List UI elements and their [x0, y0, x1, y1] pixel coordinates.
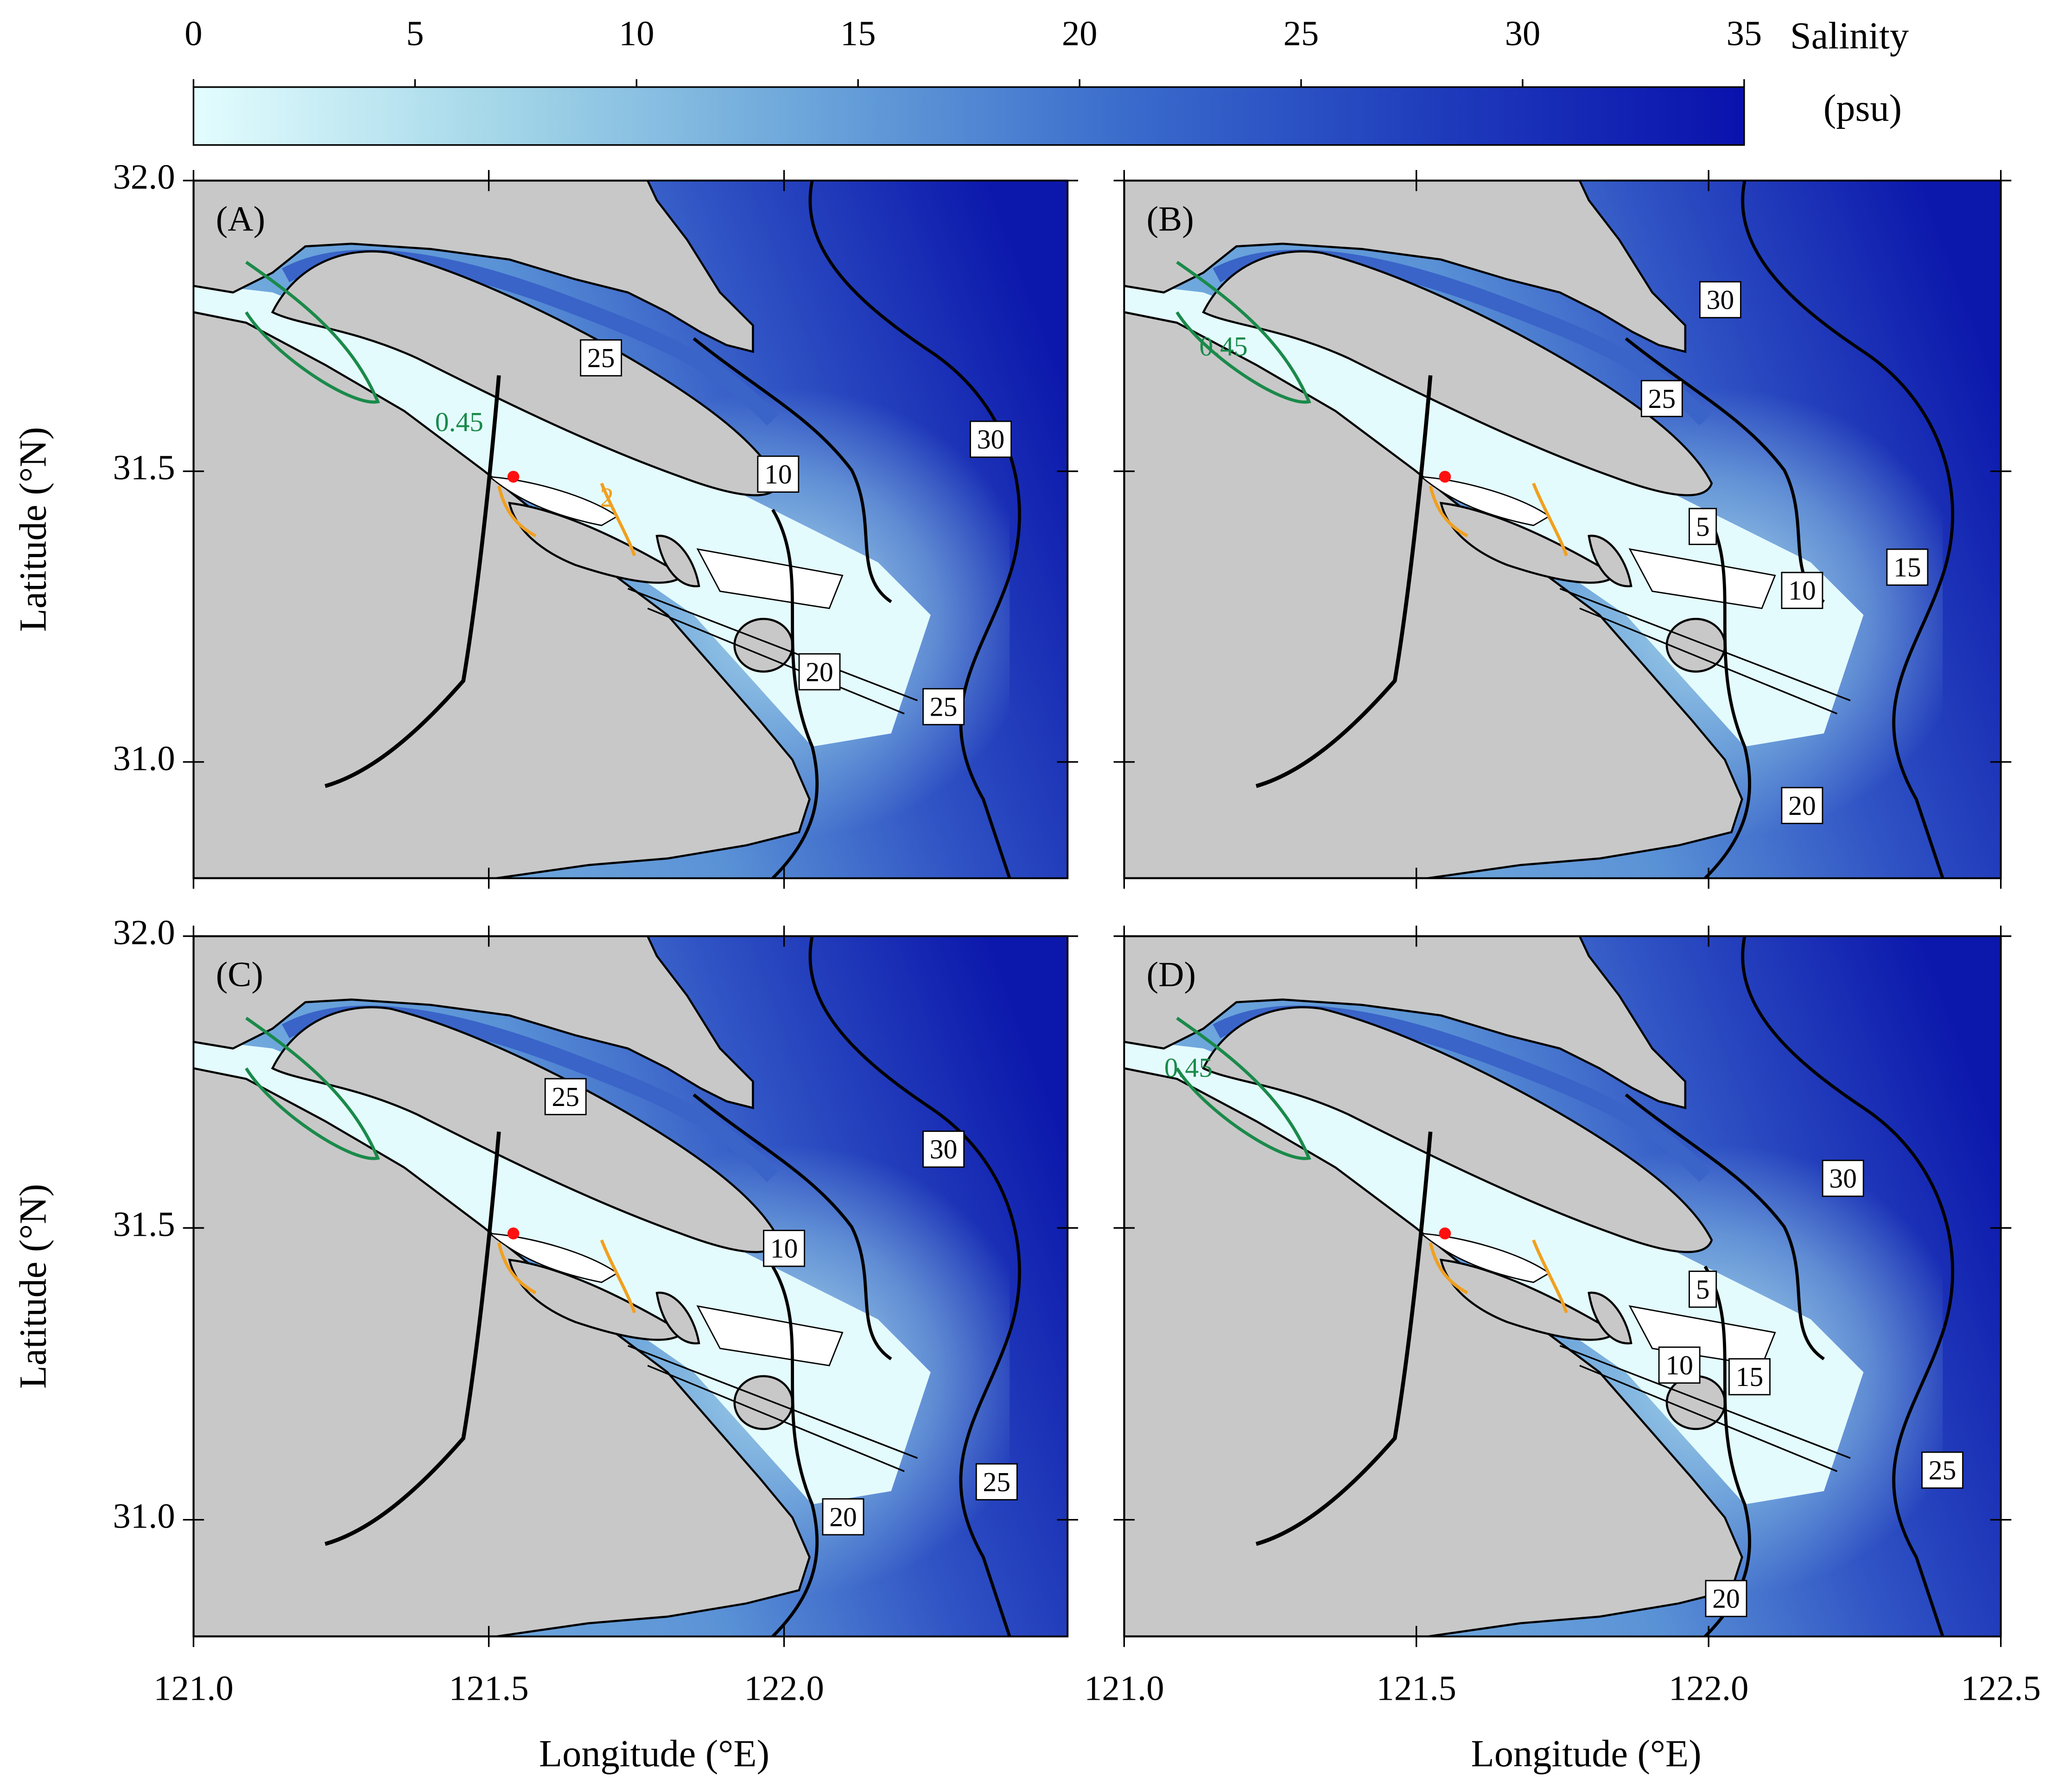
contour-label-box	[1781, 787, 1823, 824]
colorbar	[192, 86, 1745, 146]
panel-label: (C)	[216, 955, 263, 994]
contour-label: 15	[1736, 1361, 1764, 1392]
map	[193, 936, 1067, 1637]
contour-label-box	[763, 1230, 806, 1267]
contour-label-box	[1921, 1451, 1964, 1489]
y-axis-title: Latitude (°N)	[12, 427, 54, 632]
colorbar-tick-label: 5	[406, 14, 424, 53]
contour-label-box	[975, 1463, 1018, 1500]
y-tick-label: 31.5	[113, 448, 175, 487]
colorbar-tick-label: 35	[1727, 14, 1762, 53]
contour-label-box	[580, 339, 622, 377]
x-axis-title: Longitude (°E)	[1471, 1733, 1702, 1775]
x-tick-label: 121.5	[1377, 1668, 1456, 1708]
contour-label: 5	[1696, 1274, 1710, 1304]
panel-frame	[192, 179, 1069, 879]
contour-label-box	[970, 420, 1012, 458]
contour-label: 10	[1788, 575, 1816, 606]
contour-label-box	[1822, 1159, 1864, 1197]
contour-label: 25	[930, 692, 958, 722]
contour-label-box	[544, 1078, 587, 1115]
contour-label-box	[1640, 380, 1683, 417]
contour-label-box	[1781, 572, 1823, 609]
contour-label: 25	[1929, 1455, 1956, 1486]
colorbar-tick-label: 25	[1283, 14, 1319, 53]
contour-label: 10	[770, 1233, 798, 1264]
contour-label: 30	[1829, 1163, 1857, 1194]
contour-label-box	[1728, 1358, 1771, 1396]
y-tick-label: 31.0	[113, 738, 175, 778]
contour-label: 15	[1893, 552, 1921, 583]
contour-label-box	[1886, 548, 1929, 586]
map	[193, 181, 1067, 878]
panel: (B) 0.45 30 25 5 15 10 20	[1113, 170, 2012, 889]
contour-label: 20	[1788, 790, 1816, 821]
contour-label: 25	[983, 1467, 1010, 1497]
y-tick-label: 31.5	[113, 1205, 175, 1244]
y-axis-title: Latitude (°N)	[12, 1184, 54, 1389]
colorbar-tick-label: 20	[1062, 14, 1098, 53]
panel-label: (B)	[1147, 199, 1194, 238]
contour-label: 0.45	[1199, 331, 1247, 362]
contour-label-box	[922, 688, 965, 725]
y-tick-label: 32.0	[113, 157, 175, 197]
contour-label: 25	[587, 343, 615, 373]
contour-label: 10	[764, 459, 792, 489]
contour-label: 30	[1707, 285, 1734, 315]
x-axis-title: Longitude (°E)	[539, 1733, 769, 1775]
contour-label-box	[798, 653, 841, 691]
colorbar-tick-label: 30	[1505, 14, 1541, 53]
contour-label: 25	[1648, 383, 1676, 414]
panel-label: (A)	[216, 199, 265, 238]
contour-label-box	[922, 1131, 965, 1168]
panel-label: (D)	[1147, 955, 1196, 994]
x-tick-label: 121.0	[1084, 1668, 1164, 1708]
contour-label-box	[1699, 281, 1741, 318]
contour-label-box	[1658, 1346, 1701, 1384]
contour-label: 25	[552, 1081, 579, 1112]
contour-label: 20	[806, 656, 833, 687]
panel-frame	[1123, 179, 2002, 879]
panel: (D) 121.0 121.5 122.0 122.5 Longitude (°E) 0.4…	[1084, 925, 2041, 1775]
contour-label: 30	[977, 424, 1005, 455]
x-tick-label: 122.0	[1669, 1668, 1748, 1708]
x-tick-label: 121.5	[449, 1668, 528, 1708]
contour-label-box	[1689, 1271, 1717, 1308]
panel-frame	[192, 935, 1069, 1638]
panels: (A) 31.0 31.5 32.0 Latitude (°N) 0.45 2 25 10 30 2…	[12, 157, 2041, 1775]
colorbar-tick-label: 0	[184, 14, 202, 53]
contour-label: 2	[600, 482, 614, 513]
contour-label: 20	[829, 1501, 857, 1532]
contour-label: 0.45	[1164, 1052, 1213, 1083]
contour-label: 30	[930, 1134, 958, 1164]
y-tick-label: 32.0	[113, 913, 175, 952]
colorbar-tick-label: 10	[619, 14, 654, 53]
colorbar-title: Salinity	[1790, 15, 1909, 57]
contour-label: 0.45	[435, 407, 483, 437]
x-tick-label: 122.0	[744, 1668, 824, 1708]
contour-label-box	[757, 455, 800, 493]
x-tick-label: 122.5	[1961, 1668, 2040, 1708]
colorbar-unit: (psu)	[1823, 87, 1902, 129]
map	[1124, 181, 2000, 878]
panel: (A) 31.0 31.5 32.0 Latitude (°N) 0.45 2 25 10 30 2…	[12, 157, 1078, 889]
colorbar-tick-label: 15	[840, 14, 876, 53]
contour-label: 10	[1665, 1350, 1693, 1380]
map	[1124, 936, 2000, 1637]
x-tick-label: 121.0	[153, 1668, 233, 1708]
panel: (C) 121.0 121.5 122.0 31.0 31.5 32.0 Longitude …	[12, 913, 1078, 1775]
contour-label-box	[822, 1498, 864, 1536]
y-tick-label: 31.0	[113, 1496, 175, 1536]
contour-label: 5	[1696, 511, 1710, 542]
contour-label: 20	[1712, 1583, 1740, 1614]
contour-label-box	[1689, 508, 1717, 545]
contour-label-box	[1705, 1580, 1747, 1617]
panel-frame	[1123, 935, 2002, 1638]
